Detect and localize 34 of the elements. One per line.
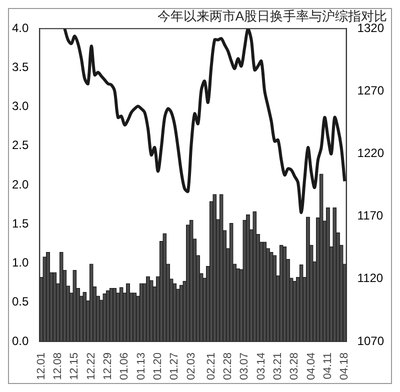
y-tick-label: 3.0	[12, 99, 29, 114]
x-tick-label: 04.11	[322, 352, 334, 380]
x-tick-label: 03.14	[255, 352, 268, 380]
y-tick-label: 3.5	[12, 60, 29, 74]
x-tick-label: 02.21	[205, 352, 218, 380]
x-tick-label: 01.20	[152, 352, 164, 380]
x-tick-label: 12.29	[102, 352, 114, 380]
x-tick-label: 01.13	[135, 352, 148, 380]
chart-title: 今年以来两市A股日换手率与沪综指对比	[157, 8, 387, 24]
y2-tick-label: 1270	[357, 83, 384, 98]
x-tick-label: 03.07	[238, 352, 251, 380]
y-tick-label: 2.5	[12, 138, 29, 152]
y2-tick-label: 1070	[357, 334, 384, 348]
y-tick-label: 2.0	[12, 177, 29, 192]
y2-tick-label: 1170	[357, 208, 384, 223]
x-tick-label: 03.21	[272, 352, 284, 380]
x-tick-label: 12.08	[52, 352, 64, 380]
y2-tick-label: 1220	[357, 146, 384, 160]
y2-tick-label: 1120	[357, 271, 384, 286]
x-tick-label: 04.04	[305, 352, 318, 380]
x-tick-label: 03.28	[288, 352, 301, 380]
x-tick-label: 12.15	[68, 352, 81, 380]
x-tick-label: 04.18	[338, 352, 351, 380]
x-tick-label: 12.22	[85, 352, 98, 380]
x-tick-label: 01.27	[168, 352, 181, 380]
y-tick-label: 0.5	[12, 294, 29, 309]
x-tick-label: 12.01	[35, 352, 48, 380]
x-tick-label: 02.28	[222, 352, 234, 380]
y-tick-label: 4.0	[12, 20, 29, 35]
x-tick-label: 02.03	[185, 352, 198, 380]
y-tick-label: 1.0	[12, 256, 29, 270]
x-tick-label: 01.06	[118, 352, 131, 380]
y-tick-label: 0.0	[12, 334, 29, 348]
y-tick-label: 1.5	[12, 216, 29, 230]
